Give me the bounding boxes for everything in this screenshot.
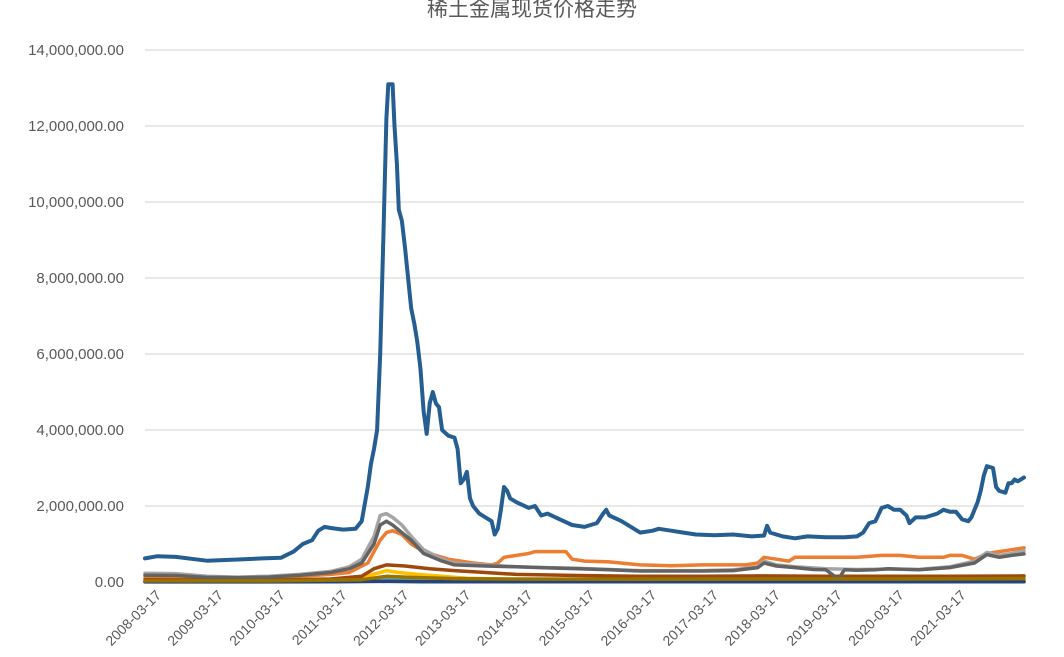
y-axis-ticks: 0.00 2,000,000.00 4,000,000.00 6,000,000.00… (28, 42, 124, 591)
series-line-10 (143, 574, 1026, 583)
chart-title: 稀土金属现货价格走势 (427, 0, 637, 21)
x-tick-label: 2013-03-17 (412, 587, 474, 649)
x-tick-label: 2012-03-17 (350, 587, 412, 649)
x-tick-label: 2016-03-17 (597, 587, 659, 649)
x-tick-label: 2010-03-17 (226, 587, 288, 649)
y-tick-label: 12,000,000.00 (28, 118, 124, 135)
x-tick-label: 2011-03-17 (289, 587, 350, 648)
x-tick-label: 2017-03-17 (659, 587, 721, 649)
gridlines (145, 49, 1024, 583)
y-tick-label: 4,000,000.00 (36, 422, 124, 439)
y-tick-label: 0.00 (95, 574, 124, 591)
x-tick-label: 2020-03-17 (845, 587, 907, 649)
x-tick-label: 2008-03-17 (102, 587, 164, 649)
x-tick-label: 2015-03-17 (535, 587, 597, 649)
series-line-9 (143, 519, 1026, 581)
series-lines (143, 82, 1026, 584)
x-tick-label: 2019-03-17 (783, 587, 845, 649)
y-tick-label: 14,000,000.00 (28, 42, 124, 59)
x-tick-label: 2009-03-17 (164, 587, 226, 649)
y-tick-label: 10,000,000.00 (28, 194, 124, 211)
y-tick-label: 2,000,000.00 (36, 498, 124, 515)
y-tick-label: 8,000,000.00 (36, 270, 124, 287)
series-line-2 (143, 528, 1026, 581)
x-tick-label: 2021-03-17 (907, 587, 969, 649)
series-line-1 (143, 82, 1026, 563)
x-tick-label: 2014-03-17 (474, 587, 536, 649)
x-tick-label: 2018-03-17 (721, 587, 783, 649)
y-tick-label: 6,000,000.00 (36, 346, 124, 363)
x-axis-ticks: 2008-03-17 2009-03-17 2010-03-17 2011-03-17… (102, 587, 969, 649)
